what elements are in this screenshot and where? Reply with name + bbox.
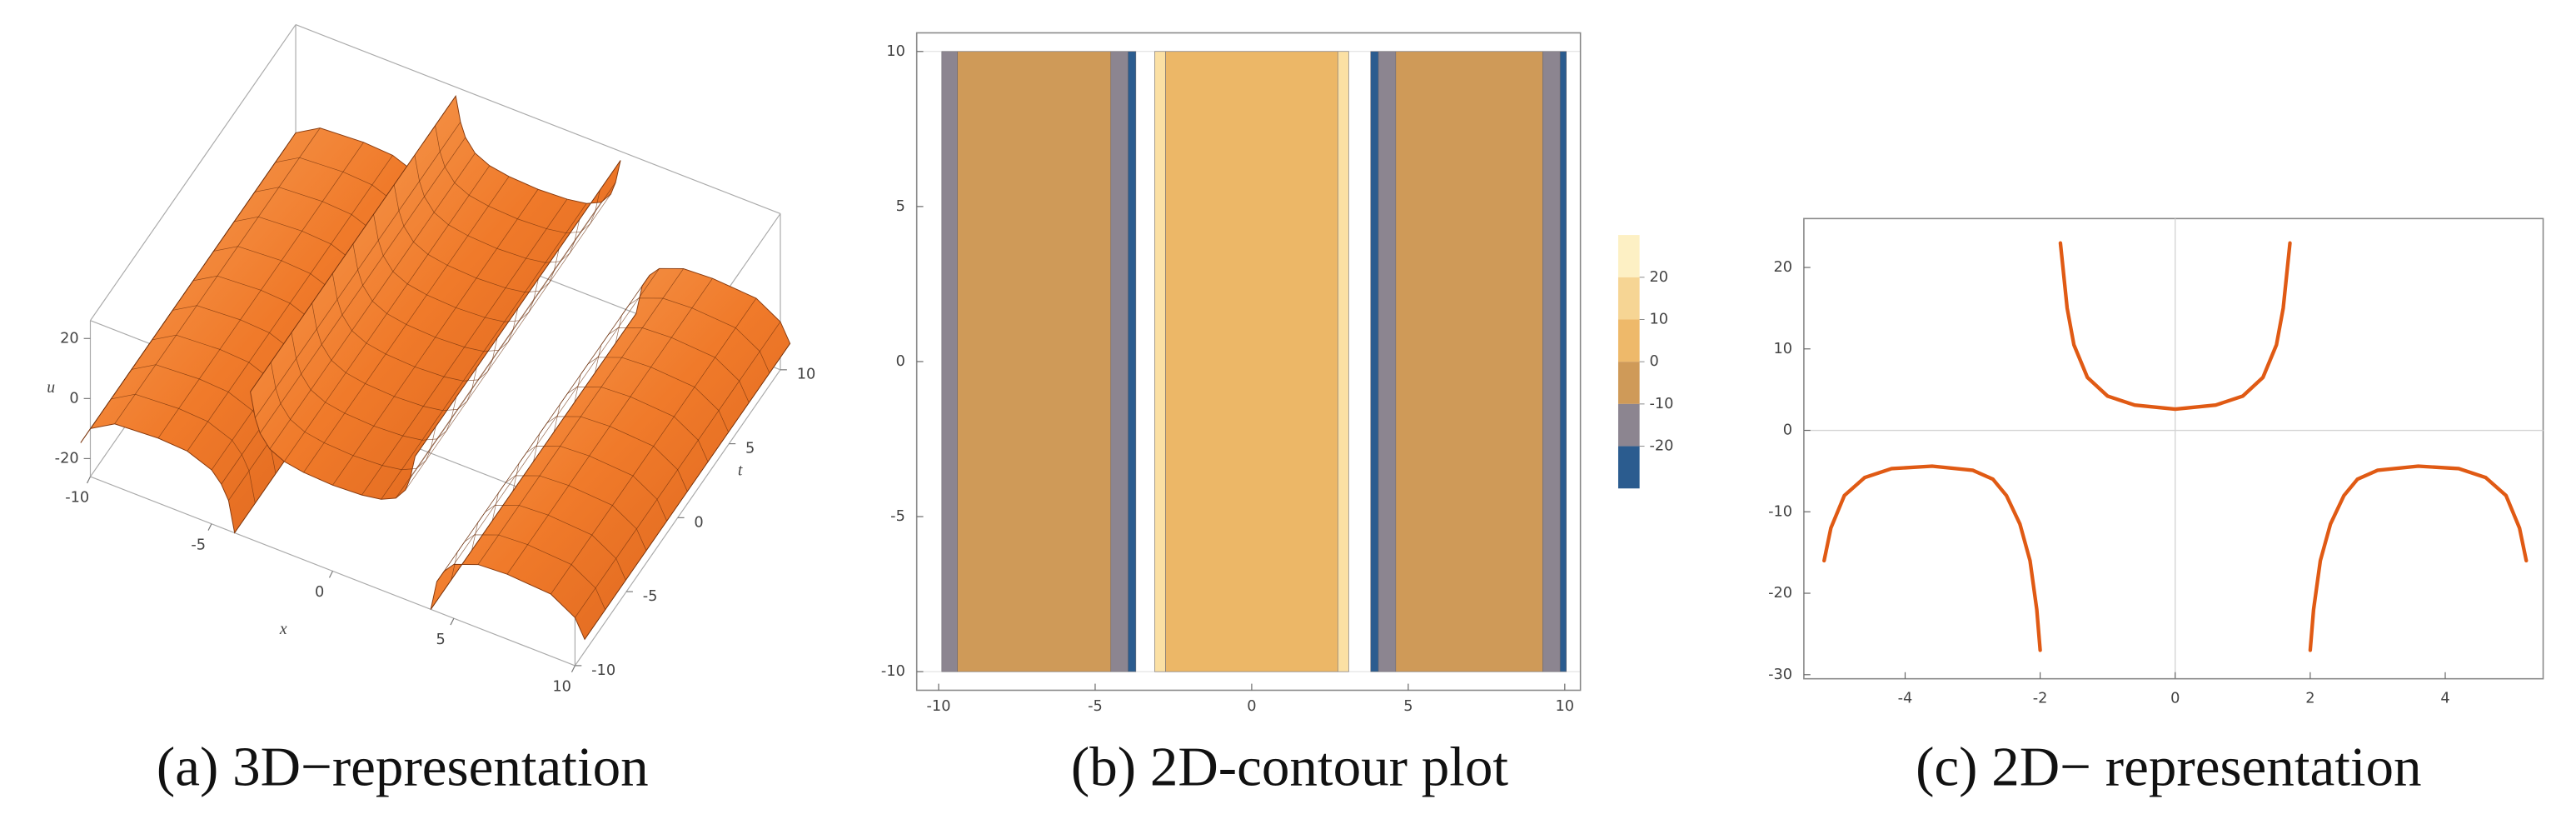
y-tick-label: 5 <box>896 198 905 215</box>
contour-band <box>1542 51 1561 672</box>
x-tick-label: 10 <box>552 679 571 696</box>
x-tick-label: -2 <box>2033 690 2048 707</box>
contour-band <box>957 51 1112 672</box>
legend-swatch <box>1617 319 1640 362</box>
y-tick-label: -5 <box>890 508 905 525</box>
contour-band <box>1128 51 1137 672</box>
mesh-line <box>512 446 667 522</box>
x-tick-label: -5 <box>1088 698 1103 715</box>
z-axis-label: u <box>47 378 55 397</box>
x-tick-label: 2 <box>2305 690 2314 707</box>
legend-swatch <box>1617 277 1640 320</box>
contour-band <box>1337 51 1349 672</box>
y-tick-label: 0 <box>694 514 703 531</box>
y-tick-label: -20 <box>1768 585 1792 602</box>
y-tick-label: 0 <box>1783 422 1792 439</box>
line-series <box>1822 241 2529 652</box>
z-tick-label: 0 <box>69 390 78 407</box>
box-edge <box>90 24 296 321</box>
mesh-line <box>331 273 498 382</box>
mesh-line <box>414 155 580 263</box>
x-tick-label: 5 <box>1403 698 1413 715</box>
y-tick-label: 5 <box>745 441 755 457</box>
x-tick <box>207 523 212 531</box>
mesh-line <box>553 386 709 462</box>
mesh-line <box>415 160 621 457</box>
y-tick-label: 10 <box>797 367 816 383</box>
caption: (b) 2D-contour plot <box>1071 736 1508 798</box>
caption: (a) 3D−representation <box>157 736 649 798</box>
legend-swatch <box>1617 403 1640 447</box>
contour-band <box>1154 51 1166 672</box>
z-tick-label: -20 <box>55 450 79 467</box>
mesh-line <box>451 534 606 610</box>
legend-swatch <box>1617 446 1640 489</box>
x-tick-label: 10 <box>1556 698 1575 715</box>
mesh-line <box>101 393 256 504</box>
y-tick-label: -30 <box>1768 667 1792 683</box>
caption: (c) 2D− representation <box>1916 736 2421 798</box>
mesh-line <box>533 416 688 492</box>
mesh-line <box>471 505 626 581</box>
legend-label: -20 <box>1649 438 1673 455</box>
contour-band <box>941 51 958 672</box>
z-tick-label: 20 <box>60 330 79 347</box>
y-tick-label: 0 <box>896 353 905 370</box>
x-tick <box>87 476 92 484</box>
mesh-line <box>352 243 519 352</box>
x-tick-label: 4 <box>2440 690 2449 707</box>
x-tick-label: 0 <box>1247 698 1256 715</box>
legend-label: 10 <box>1649 311 1668 327</box>
mesh-line <box>373 214 539 322</box>
x-tick-label: 0 <box>315 584 324 601</box>
surface <box>80 94 791 641</box>
contour-band <box>1559 51 1567 672</box>
x-tick-label: -10 <box>65 490 89 507</box>
x-tick <box>571 665 575 673</box>
legend-label: 0 <box>1649 353 1658 370</box>
y-tick-label: -10 <box>1768 503 1792 520</box>
mesh-line <box>595 327 750 403</box>
mesh-line <box>491 475 647 551</box>
y-tick-label: -10 <box>881 663 905 680</box>
contour-band <box>1378 51 1397 672</box>
legend-swatch <box>1617 362 1640 404</box>
contour-band <box>1165 51 1338 672</box>
contour-band <box>1395 51 1543 672</box>
plot-frame <box>1803 217 2544 680</box>
x-tick-label: -4 <box>1898 690 1913 707</box>
y-tick-label: 10 <box>1773 341 1792 357</box>
y-tick-label: 20 <box>1773 259 1792 276</box>
x-tick-label: -5 <box>191 537 206 553</box>
x-tick <box>450 617 455 626</box>
mesh-line <box>574 357 729 432</box>
surface-piece <box>250 94 621 500</box>
mesh-line <box>270 362 436 471</box>
x-axis-label: x <box>279 620 287 638</box>
contour-band <box>1110 51 1129 672</box>
legend-label: -10 <box>1649 396 1673 412</box>
x-tick-label: 0 <box>2170 690 2180 707</box>
mesh-line <box>291 332 457 441</box>
mesh-line <box>435 125 600 234</box>
y-tick-label: 10 <box>886 43 905 60</box>
x-tick-label: -10 <box>927 698 951 715</box>
legend-swatch <box>1617 235 1640 277</box>
x-tick-label: 5 <box>436 632 445 648</box>
contour-band <box>1370 51 1379 672</box>
y-axis-label: t <box>738 462 743 480</box>
mesh-line <box>393 184 560 293</box>
y-tick-label: -5 <box>643 588 658 605</box>
mesh-line <box>311 302 477 412</box>
mesh-line <box>615 297 770 373</box>
surface-piece <box>430 267 791 641</box>
x-tick <box>328 571 333 578</box>
legend-label: 20 <box>1649 269 1668 286</box>
box-edge <box>295 24 781 214</box>
y-tick-label: -10 <box>591 662 615 679</box>
